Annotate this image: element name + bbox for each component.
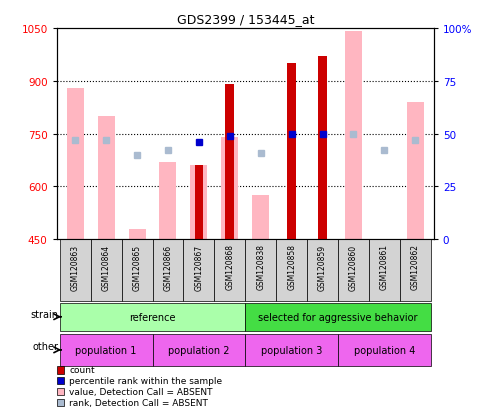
Text: percentile rank within the sample: percentile rank within the sample	[69, 376, 222, 385]
Text: GSM120868: GSM120868	[225, 244, 234, 290]
Text: GSM120859: GSM120859	[318, 244, 327, 290]
Text: GSM120860: GSM120860	[349, 244, 358, 290]
Bar	[122, 240, 152, 301]
Bar	[345, 33, 362, 240]
Bar	[91, 240, 122, 301]
Bar	[338, 334, 431, 366]
Text: GSM120838: GSM120838	[256, 244, 265, 290]
Text: GSM120863: GSM120863	[70, 244, 80, 290]
Text: GSM120864: GSM120864	[102, 244, 110, 290]
Title: GDS2399 / 153445_at: GDS2399 / 153445_at	[176, 13, 314, 26]
Bar	[318, 57, 327, 240]
Text: GSM120861: GSM120861	[380, 244, 389, 290]
Text: GSM120865: GSM120865	[133, 244, 141, 290]
Bar	[60, 240, 91, 301]
Text: count: count	[69, 366, 95, 375]
Bar	[338, 240, 369, 301]
Bar	[245, 240, 276, 301]
Text: population 1: population 1	[75, 345, 137, 355]
Bar	[60, 334, 152, 366]
Bar	[152, 240, 183, 301]
Bar	[225, 85, 234, 240]
Bar	[307, 240, 338, 301]
Text: reference: reference	[129, 312, 176, 322]
Bar	[287, 64, 296, 240]
Bar	[276, 240, 307, 301]
Text: population 2: population 2	[168, 345, 230, 355]
Bar	[60, 303, 246, 331]
Bar	[245, 334, 338, 366]
Bar	[195, 166, 203, 240]
Bar	[369, 240, 400, 301]
Bar	[67, 89, 84, 240]
Text: rank, Detection Call = ABSENT: rank, Detection Call = ABSENT	[69, 398, 208, 407]
Bar	[159, 162, 176, 240]
Text: GSM120866: GSM120866	[164, 244, 173, 290]
Bar	[190, 166, 208, 240]
Bar	[129, 229, 145, 240]
Text: population 3: population 3	[261, 345, 322, 355]
Text: GSM120862: GSM120862	[411, 244, 420, 290]
Bar	[183, 240, 214, 301]
Text: value, Detection Call = ABSENT: value, Detection Call = ABSENT	[69, 387, 212, 396]
Bar	[252, 196, 269, 240]
Text: population 4: population 4	[353, 345, 415, 355]
Text: other: other	[32, 342, 58, 351]
Text: selected for aggressive behavior: selected for aggressive behavior	[258, 312, 418, 322]
Bar	[407, 102, 424, 240]
Bar	[152, 334, 246, 366]
Text: GSM120867: GSM120867	[194, 244, 204, 290]
Text: strain: strain	[30, 309, 58, 319]
Text: GSM120858: GSM120858	[287, 244, 296, 290]
Bar	[221, 138, 238, 240]
Bar	[400, 240, 431, 301]
Bar	[245, 303, 431, 331]
Bar	[98, 116, 115, 240]
Bar	[214, 240, 245, 301]
